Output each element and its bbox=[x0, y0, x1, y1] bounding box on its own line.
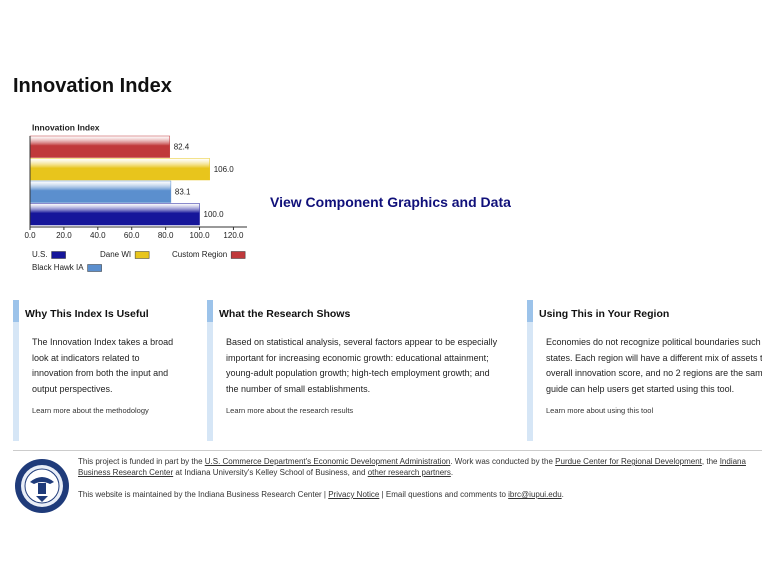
legend-label: U.S. bbox=[32, 250, 48, 259]
x-tick-label: 60.0 bbox=[124, 231, 140, 240]
x-tick-label: 0.0 bbox=[24, 231, 36, 240]
chart-title: Innovation Index bbox=[32, 122, 100, 132]
footer-text: This project is funded in part by the bbox=[78, 457, 205, 466]
panel-text: Economies do not recognize political bou… bbox=[546, 337, 762, 394]
footer-link[interactable]: U.S. Commerce Department's Economic Deve… bbox=[204, 457, 451, 466]
footer-text: . Work was conducted by the bbox=[450, 457, 556, 466]
value-label: 82.4 bbox=[174, 142, 190, 151]
panel-heading: Why This Index Is Useful bbox=[25, 308, 149, 320]
panel: Why This Index Is Useful The Innovation I… bbox=[13, 300, 199, 441]
bar bbox=[29, 180, 172, 203]
panel-heading: What the Research Shows bbox=[219, 308, 351, 320]
legend-swatch bbox=[134, 251, 150, 259]
footer-text: . bbox=[561, 490, 564, 499]
x-tick-label: 120.0 bbox=[223, 231, 244, 240]
legend-swatch bbox=[51, 251, 66, 259]
footer-link[interactable]: ibrc@iupui.edu bbox=[508, 490, 562, 499]
footer-link[interactable]: other research partners bbox=[367, 468, 451, 477]
bar bbox=[29, 135, 170, 158]
panel-link[interactable]: Learn more about the methodology bbox=[32, 406, 149, 415]
bar bbox=[29, 203, 200, 226]
divider bbox=[13, 450, 762, 451]
panel-text: The Innovation Index takes a broad look … bbox=[32, 337, 174, 394]
footer-link[interactable]: Indiana Business Research Center bbox=[78, 457, 746, 477]
footer-paragraph: This website is maintained by the Indian… bbox=[78, 489, 762, 500]
panel: What the Research Shows Based on statisti… bbox=[207, 300, 515, 441]
footer-text: | Email questions and comments to bbox=[379, 490, 509, 499]
bar bbox=[29, 158, 210, 181]
x-tick-label: 100.0 bbox=[190, 231, 211, 240]
footer: This project is funded in part by the U.… bbox=[78, 456, 762, 511]
x-tick-label: 20.0 bbox=[56, 231, 72, 240]
panel-heading: Using This in Your Region bbox=[539, 308, 670, 320]
panel-strip bbox=[207, 300, 213, 441]
panel: Using This in Your Region Economies do no… bbox=[527, 300, 762, 441]
value-label: 106.0 bbox=[214, 165, 235, 174]
footer-text: , the bbox=[701, 457, 720, 466]
footer-text: This website is maintained by the Indian… bbox=[78, 490, 329, 499]
footer-link[interactable]: Privacy Notice bbox=[328, 490, 380, 499]
footer-text: at Indiana University's Kelley School of… bbox=[173, 468, 368, 477]
footer-text: . bbox=[450, 468, 454, 477]
x-tick-label: 40.0 bbox=[90, 231, 106, 240]
legend-label: Black Hawk IA bbox=[32, 263, 84, 272]
panel-strip bbox=[13, 300, 19, 441]
chart: Innovation Index 82.4 106.0 83.1 100.0 0.0 20… bbox=[24, 122, 247, 272]
legend-swatch bbox=[230, 251, 246, 259]
panel-text: Based on statistical analysis, several f… bbox=[226, 337, 498, 394]
legend-label: Custom Region bbox=[172, 250, 227, 259]
panel-link[interactable]: Learn more about the research results bbox=[226, 406, 354, 415]
value-label: 100.0 bbox=[204, 210, 225, 219]
panel-link[interactable]: Learn more about using this tool bbox=[546, 406, 654, 415]
view-link[interactable]: View Component Graphics and Data bbox=[270, 194, 511, 210]
legend-label: Dane WI bbox=[100, 250, 131, 259]
x-tick-label: 80.0 bbox=[158, 231, 174, 240]
value-label: 83.1 bbox=[175, 187, 191, 196]
panel-strip bbox=[527, 300, 533, 441]
footer-paragraph: This project is funded in part by the U.… bbox=[78, 456, 762, 478]
page-title: Innovation Index bbox=[13, 75, 172, 97]
seal-logo bbox=[15, 459, 69, 513]
footer-link[interactable]: Purdue Center for Regional Development bbox=[555, 457, 702, 466]
legend-swatch bbox=[87, 264, 102, 272]
